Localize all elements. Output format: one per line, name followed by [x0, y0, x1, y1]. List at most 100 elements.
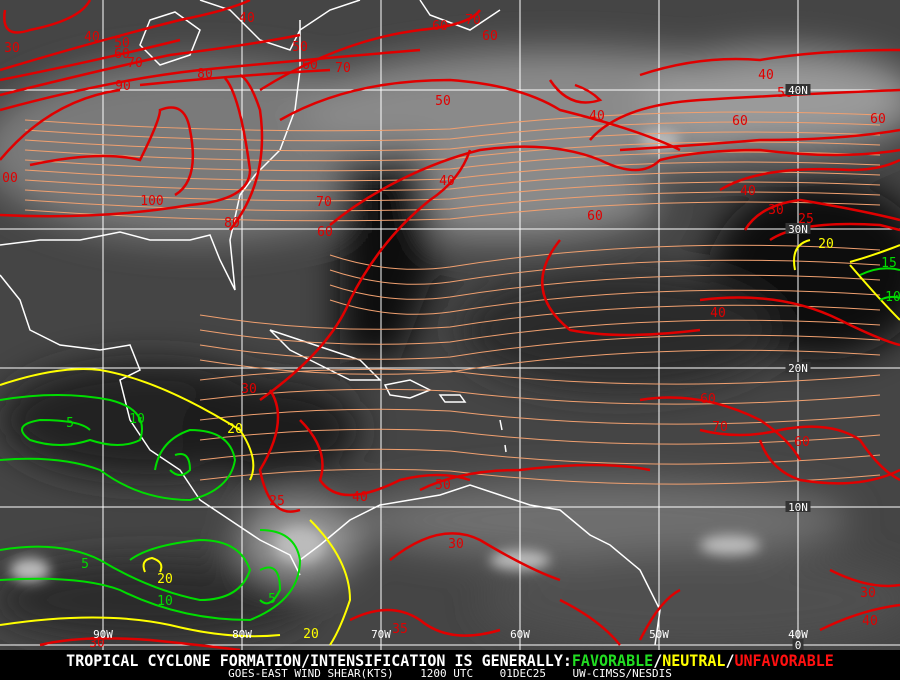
latitude-label-bg	[785, 84, 811, 95]
streamline	[24, 201, 881, 222]
streamline	[199, 304, 881, 330]
headline-caption: TROPICAL CYCLONE FORMATION/INTENSIFICATI…	[0, 652, 900, 671]
lat-lon-grid	[0, 0, 900, 650]
streamlines	[24, 111, 881, 485]
contour-label-unfavorable: 50	[292, 40, 308, 55]
contour-label-neutral: 20	[303, 627, 319, 642]
longitude-label: 40W	[788, 628, 808, 641]
contour-label-unfavorable: 60	[114, 47, 130, 62]
contour-label-unfavorable: 50	[114, 36, 130, 51]
contour-label-favorable: 15	[881, 256, 897, 271]
contour-label-unfavorable: 60	[794, 435, 810, 450]
contour-label-unfavorable: 40	[862, 614, 878, 629]
favorable-contours	[0, 267, 900, 622]
contour-label-unfavorable: 70	[465, 13, 481, 28]
contour-label-unfavorable: 40	[740, 184, 756, 199]
streamline	[199, 388, 881, 405]
contour-label-favorable: 5	[66, 416, 74, 431]
streamline	[329, 289, 881, 315]
streamline	[24, 191, 881, 212]
streamline	[199, 334, 881, 360]
product-name: GOES-EAST WIND SHEAR(KTS)	[228, 667, 394, 680]
contour-label-unfavorable: 80	[197, 67, 213, 82]
grid-labels: 90W 80W 70W 60W 50W 40W 40N 30N 20N 10N 0	[93, 84, 811, 652]
contour-label-unfavorable: 40	[84, 30, 100, 45]
latitude-label: 0	[795, 639, 802, 652]
streamline	[199, 368, 881, 385]
valid-time: 1200 UTC	[420, 667, 474, 680]
streamline	[199, 468, 881, 485]
streamline	[199, 448, 881, 465]
streamline	[199, 349, 881, 375]
latitude-label-bg	[785, 501, 811, 512]
streamline	[24, 151, 881, 172]
contour-label-unfavorable: 30	[768, 203, 784, 218]
contour-label-unfavorable: 100	[140, 194, 163, 209]
streamline	[199, 428, 881, 445]
contour-label-unfavorable: 30	[89, 636, 105, 651]
contour-label-favorable: 5	[268, 592, 276, 607]
streamline	[329, 259, 881, 285]
contour-label-unfavorable: 40	[758, 68, 774, 83]
contour-label-unfavorable: 60	[432, 19, 448, 34]
streamline	[24, 161, 881, 182]
contour-label-unfavorable: 60	[317, 225, 333, 240]
contour-label-unfavorable: 40	[352, 490, 368, 505]
contour-label-unfavorable: 40	[710, 306, 726, 321]
neutral-label: NEUTRAL	[662, 651, 726, 671]
streamline	[329, 274, 881, 300]
separator: /	[653, 651, 663, 671]
contour-label-neutral: 20	[227, 422, 243, 437]
unfavorable-label: UNFAVORABLE	[734, 651, 834, 671]
streamline	[24, 111, 881, 132]
longitude-label: 50W	[649, 628, 669, 641]
contour-label-unfavorable: 60	[732, 114, 748, 129]
headline-prefix: TROPICAL CYCLONE FORMATION/INTENSIFICATI…	[66, 651, 572, 671]
contour-label-unfavorable: 30	[4, 41, 20, 56]
longitude-label: 70W	[371, 628, 391, 641]
contour-label-favorable: 10	[157, 594, 173, 609]
contour-label-favorable: 5	[81, 557, 89, 572]
longitude-label: 80W	[232, 628, 252, 641]
product-caption: GOES-EAST WIND SHEAR(KTS) 1200 UTC 01DEC…	[0, 667, 900, 680]
contour-label-unfavorable: 50	[435, 478, 451, 493]
latitude-label-bg	[785, 223, 811, 234]
latitude-label: 20N	[788, 362, 808, 375]
contour-label-unfavorable: 90	[115, 79, 131, 94]
contour-label-unfavorable: 25	[269, 494, 285, 509]
contour-label-unfavorable: 60	[587, 209, 603, 224]
latitude-label: 10N	[788, 501, 808, 514]
neutral-contours	[0, 239, 900, 646]
unfavorable-contours	[0, 0, 900, 652]
contour-label-unfavorable: 30	[241, 382, 257, 397]
contour-label-neutral: 20	[157, 572, 173, 587]
streamline	[199, 408, 881, 425]
contour-label-unfavorable: 40	[589, 109, 605, 124]
streamline	[24, 121, 881, 142]
contour-label-unfavorable: 00	[2, 171, 18, 186]
contour-label-unfavorable: 35	[392, 622, 408, 637]
contour-label-unfavorable: 40	[439, 174, 455, 189]
streamline	[24, 171, 881, 192]
streamline	[24, 131, 881, 152]
contour-label-unfavorable: 50	[435, 94, 451, 109]
contour-label-unfavorable: 70	[335, 61, 351, 76]
valid-date: 01DEC25	[499, 667, 547, 680]
longitude-label: 60W	[510, 628, 530, 641]
contour-label-unfavorable: 70	[127, 56, 143, 71]
latitude-label-bg	[792, 639, 804, 650]
favorable-label: FAVORABLE	[571, 651, 654, 671]
contour-label-unfavorable: 70	[316, 195, 332, 210]
contour-label-unfavorable: 60	[870, 112, 886, 127]
contour-label-favorable: 10	[129, 412, 145, 427]
source-credit: UW-CIMSS/NESDIS	[572, 667, 672, 680]
contour-label-neutral: 20	[818, 237, 834, 252]
contour-label-unfavorable: 70	[712, 420, 728, 435]
latitude-label: 30N	[788, 223, 808, 236]
caption-bar	[0, 650, 900, 680]
separator: /	[725, 651, 735, 671]
streamline	[199, 319, 881, 345]
